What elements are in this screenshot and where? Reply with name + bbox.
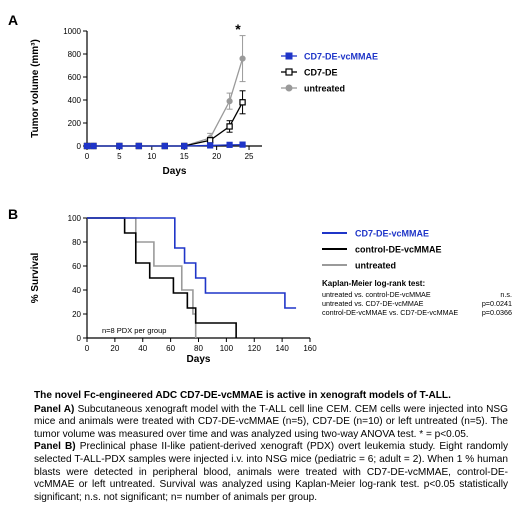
data-point [285,68,293,76]
y-tick-label: 600 [68,73,82,82]
data-point [239,55,246,62]
legend-label: untreated [355,261,396,271]
legend-label: CD7-DE-vcMMAE [304,52,378,62]
legend-label: control-DE-vcMMAE [355,245,442,255]
km-row-comparison: untreated vs. control-DE-vcMMAE [322,290,431,299]
data-point [161,142,168,150]
y-tick-label: 0 [77,142,82,151]
x-tick-label: 40 [138,344,147,353]
y-tick-label: 200 [68,119,82,128]
panel-b-label: B [8,206,18,222]
y-tick-label: 100 [68,214,82,223]
y-tick-label: 40 [72,286,81,295]
x-tick-label: 140 [275,344,289,353]
data-point [181,142,188,150]
x-axis-label: Days [163,166,187,177]
significance-star: * [235,21,241,37]
km-row-comparison: untreated vs. CD7-DE-vcMMAE [322,299,424,308]
caption-panel-a: Panel A) Subcutaneous xenograft model wi… [34,404,508,442]
x-tick-label: 120 [248,344,262,353]
data-point [116,142,123,150]
survival-chart: 0 20 40 60 80 100 0 20 40 60 80 100 120 140 160 Days % S… [30,214,317,365]
x-tick-label: 0 [85,344,90,353]
x-tick-label: 80 [194,344,203,353]
caption-title: The novel Fc-engineered ADC CD7-DE-vcMMA… [34,390,451,401]
x-tick-label: 15 [180,152,189,161]
x-axis-label: Days [187,354,211,365]
x-tick-label: 160 [303,344,317,353]
panel-a-label: A [8,12,18,28]
data-point [207,142,214,149]
y-axis-label: Tumor volume (mm³) [30,39,41,138]
data-point [206,137,214,144]
legend-label: untreated [304,84,345,94]
figure-caption: The novel Fc-engineered ADC CD7-DE-vcMMA… [34,390,508,504]
tumor-volume-chart: 0 200 400 600 800 1000 0 5 10 15 20 25 Days Tumor vol… [30,27,262,177]
caption-panel-a-text: Subcutaneous xenograft model with the T-… [34,403,509,440]
km-test-title: Kaplan-Meier log-rank test: [322,279,425,288]
data-point [239,99,246,106]
data-point [90,142,97,150]
x-tick-label: 20 [110,344,119,353]
panel-b-legend: CD7-DE-vcMMAE control-DE-vcMMAE untreated [322,229,442,271]
caption-panel-b: Panel B) Preclinical phase II-like patie… [34,441,508,504]
y-tick-label: 800 [68,50,82,59]
x-tick-label: 25 [245,152,254,161]
y-tick-label: 60 [72,262,81,271]
series-line [87,101,244,147]
data-point [83,142,91,150]
km-row-p: p=0.0366 [482,308,512,317]
km-row-p: n.s. [500,290,512,299]
panel-a-legend: CD7-DE-vcMMAE CD7-DE untreated [281,52,378,94]
data-point [226,123,233,130]
y-tick-label: 400 [68,96,82,105]
caption-panel-b-text: Preclinical phase II-like patient-derive… [34,441,509,503]
caption-panel-b-label: Panel B) [34,441,76,453]
caption-panel-a-label: Panel A) [34,403,75,415]
x-tick-label: 5 [117,152,122,161]
x-tick-label: 10 [147,152,156,161]
data-point [285,52,293,60]
x-tick-label: 100 [220,344,234,353]
series-line [87,58,244,147]
y-axis-label: % Survival [30,252,41,303]
x-tick-label: 60 [166,344,175,353]
y-tick-label: 80 [72,238,81,247]
km-row-comparison: control-DE-vcMMAE vs. CD7-DE-vcMMAE [322,308,458,317]
x-tick-label: 20 [212,152,221,161]
legend-label: CD7-DE-vcMMAE [355,229,429,239]
x-tick-label: 0 [85,152,90,161]
km-row-p: p=0.0241 [482,299,512,308]
y-tick-label: 20 [72,310,81,319]
y-tick-label: 0 [77,334,82,343]
data-point [239,141,246,148]
survival-curve [87,217,197,338]
data-point [285,84,293,92]
legend-label: CD7-DE [304,68,338,78]
data-point [135,142,142,150]
data-point [226,98,233,105]
survival-curve [87,217,297,309]
data-point [226,141,233,148]
survival-curve [87,217,237,338]
pdx-annotation: n=8 PDX per group [102,326,166,335]
km-test-table: Kaplan-Meier log-rank test: untreated vs… [322,279,512,317]
y-tick-label: 1000 [63,27,81,36]
